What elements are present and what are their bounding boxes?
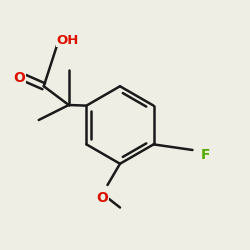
Text: O: O — [13, 70, 25, 85]
Text: F: F — [200, 148, 210, 162]
Text: OH: OH — [56, 34, 78, 46]
Text: O: O — [96, 190, 108, 204]
